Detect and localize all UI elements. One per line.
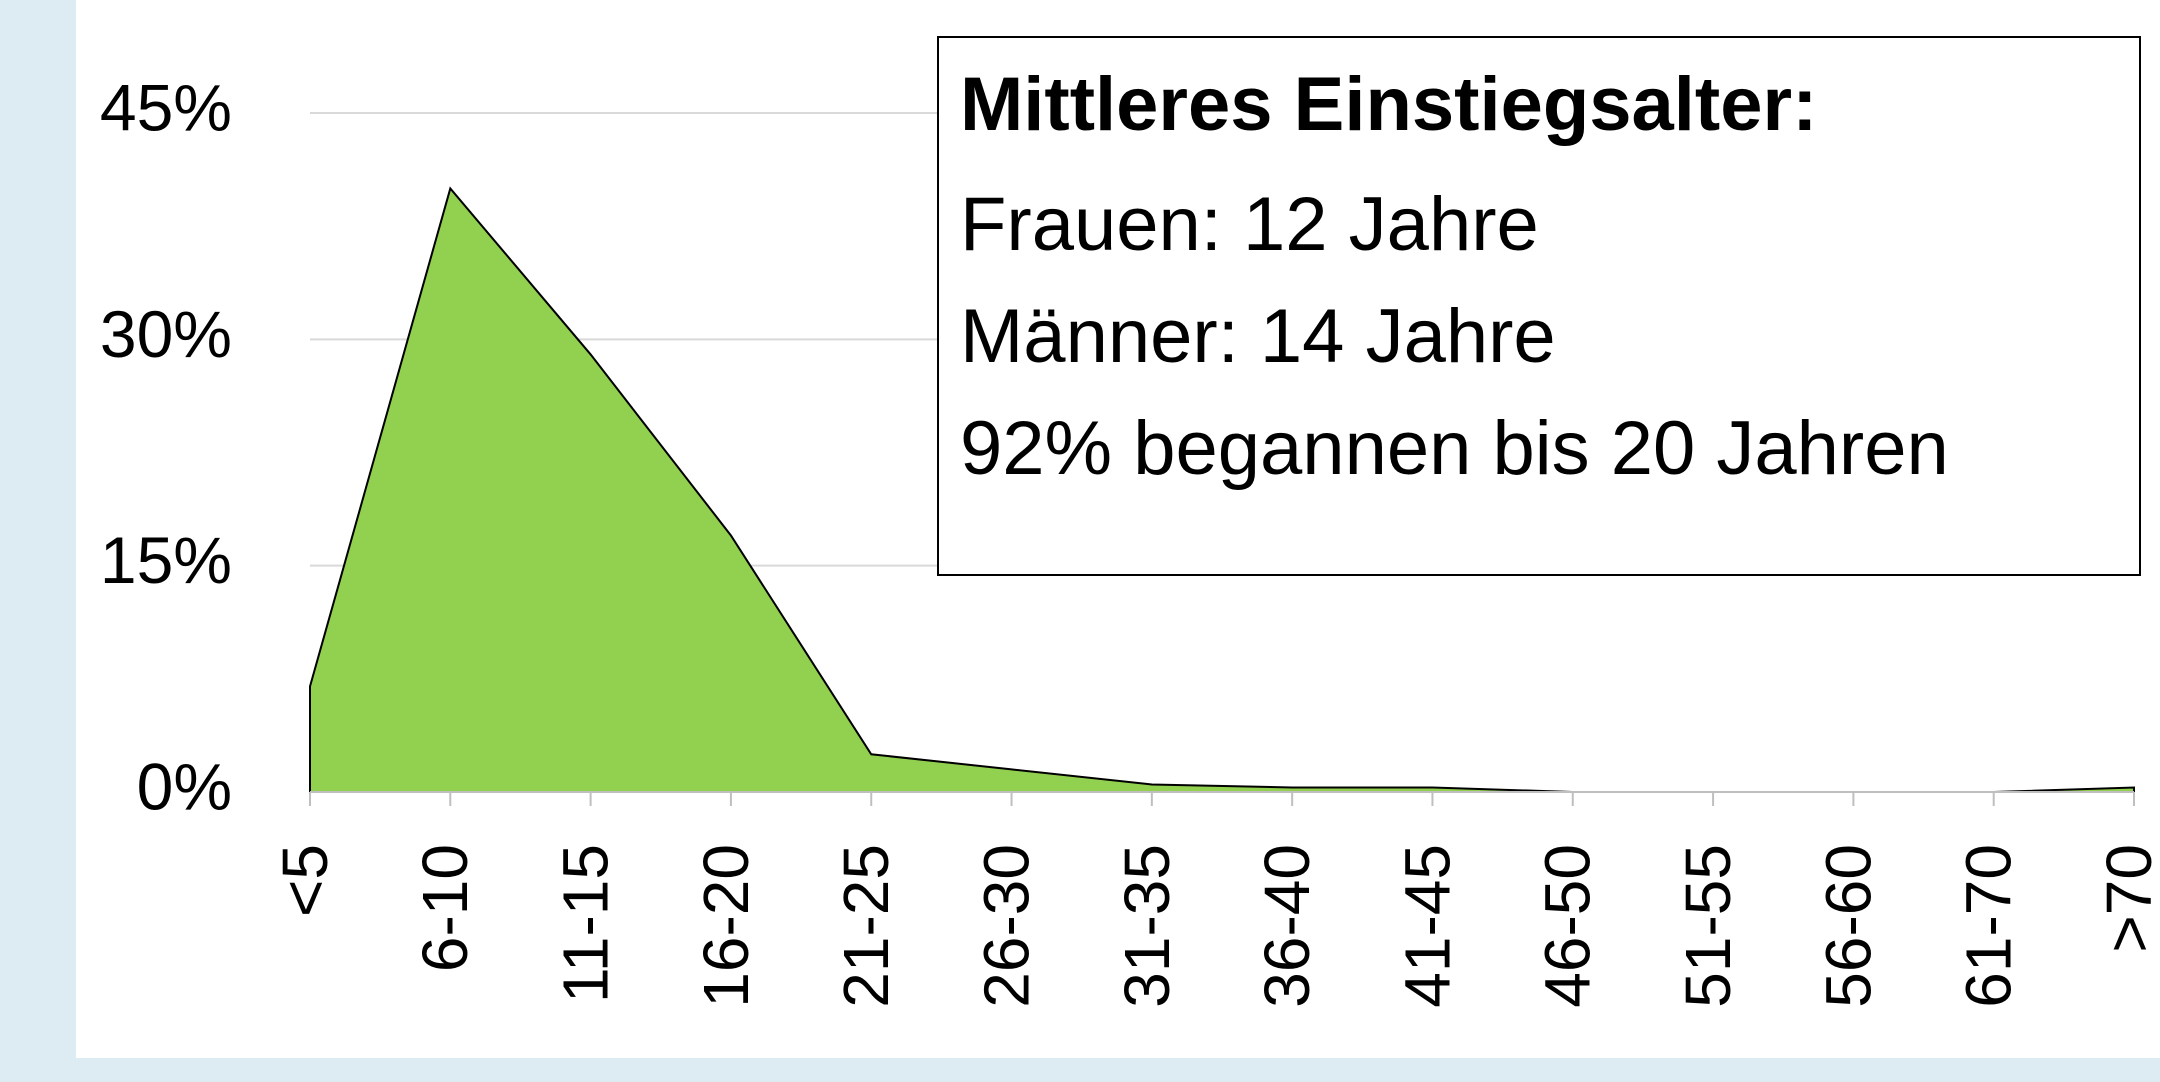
x-tick-label: 11-15 — [550, 844, 622, 1003]
x-tick-label: 31-35 — [1111, 844, 1183, 1008]
plot: 0% 15% 30% 45% <5 6-10 11-15 16-20 21-25 26-30 31-… — [100, 36, 2160, 1008]
y-tick-label: 15% — [100, 523, 232, 597]
x-tick-label: 36-40 — [1251, 844, 1323, 1008]
x-tick-label: 41-45 — [1391, 844, 1463, 1008]
annotation-box — [937, 36, 2141, 576]
x-tick-label: 51-55 — [1672, 844, 1744, 1008]
annotation-title: Mittleres Einstiegsalter: — [960, 62, 1817, 147]
x-tick-label: 26-30 — [970, 844, 1042, 1008]
area — [309, 186, 2135, 793]
y-tick-label: 45% — [100, 70, 232, 144]
x-tick-label: 61-70 — [1953, 844, 2025, 1008]
x-tick-label: 6-10 — [409, 844, 481, 972]
x-tick-label: 56-60 — [1812, 844, 1884, 1008]
x-tick-label: 16-20 — [690, 844, 762, 1008]
annotation-line: 92% begannen bis 20 Jahren — [960, 406, 1949, 491]
x-tick-label: <5 — [269, 844, 341, 917]
y-tick-label: 0% — [137, 749, 232, 823]
x-tick-label: >70 — [2093, 844, 2160, 953]
y-tick-label: 30% — [100, 297, 232, 371]
x-tick-label: 21-25 — [830, 844, 902, 1008]
annotation-line: Frauen: 12 Jahre — [960, 182, 1539, 267]
annotation-line: Männer: 14 Jahre — [960, 294, 1556, 379]
x-tick-label: 46-50 — [1532, 844, 1604, 1008]
